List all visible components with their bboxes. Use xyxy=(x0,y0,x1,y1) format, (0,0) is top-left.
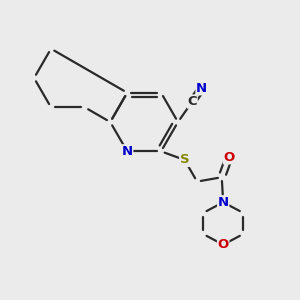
Text: N: N xyxy=(218,196,229,209)
Text: S: S xyxy=(180,153,189,167)
Text: C: C xyxy=(188,95,197,108)
Text: N: N xyxy=(196,82,207,95)
Text: N: N xyxy=(122,145,133,158)
Text: O: O xyxy=(223,151,235,164)
Text: O: O xyxy=(218,238,229,251)
